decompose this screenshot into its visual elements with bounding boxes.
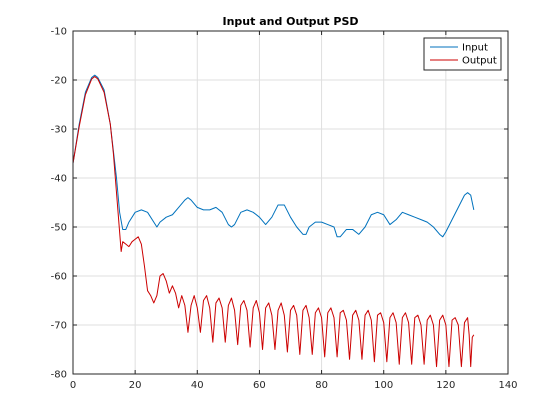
y-tick-label: -20	[51, 76, 67, 87]
series-line-output	[72, 76, 475, 368]
x-tick-label: 20	[129, 380, 142, 391]
y-tick-label: -60	[51, 272, 67, 283]
legend-label-output: Output	[462, 56, 497, 67]
y-tick-label: -80	[51, 370, 67, 381]
y-tick-label: -50	[51, 223, 67, 234]
tick-group: 0 20 40 60 80 100 120 140 -80 -70 -60 -50 -40 -30 -20 -…	[51, 27, 518, 392]
y-tick-label: -40	[51, 174, 67, 185]
x-tick-label: 140	[498, 380, 517, 391]
series-group	[72, 74, 475, 368]
plot-area	[72, 30, 509, 375]
x-tick-label: 120	[436, 380, 455, 391]
legend-label-input: Input	[462, 43, 488, 54]
x-tick-label: 40	[191, 380, 204, 391]
x-tick-label: 60	[253, 380, 266, 391]
y-tick-label: -30	[51, 125, 67, 136]
chart-title: Input and Output PSD	[222, 15, 358, 28]
y-tick-label: -10	[51, 27, 67, 38]
series-line-input	[72, 74, 475, 238]
x-tick-label: 80	[315, 380, 328, 391]
x-tick-label: 0	[70, 380, 76, 391]
legend-box	[423, 37, 502, 71]
axes-frame	[72, 30, 509, 375]
legend: Input Output	[423, 37, 502, 71]
x-tick-label: 100	[374, 380, 393, 391]
y-tick-label: -70	[51, 321, 67, 332]
